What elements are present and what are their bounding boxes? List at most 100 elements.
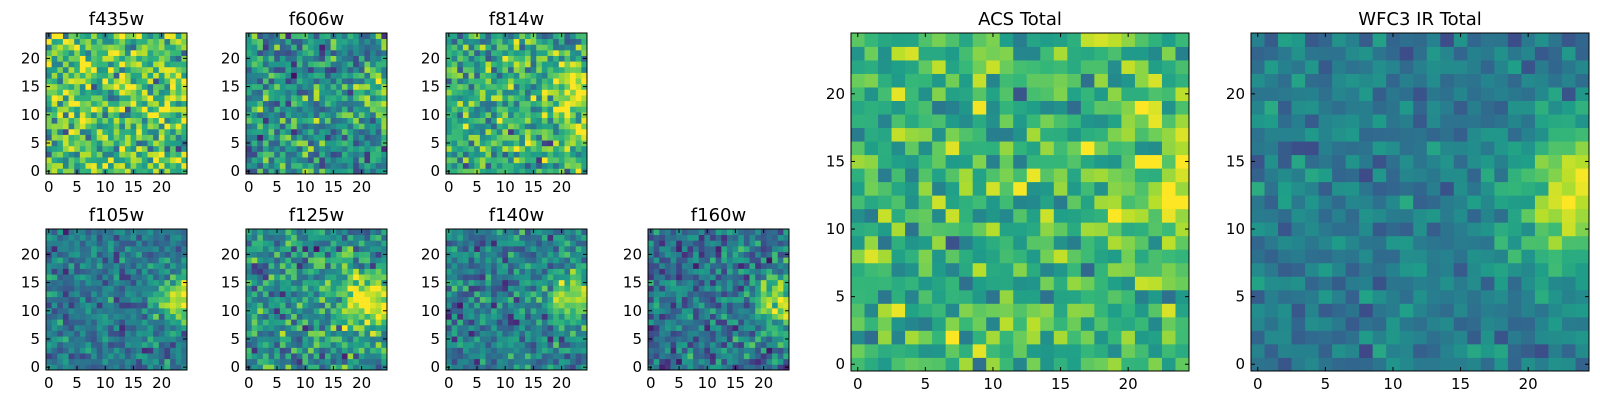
- heatmap-cell: [676, 341, 683, 348]
- heatmap-cell: [164, 38, 171, 45]
- heatmap-cell: [496, 168, 503, 175]
- heatmap-cell: [491, 134, 498, 141]
- heatmap-cell: [491, 313, 498, 320]
- heatmap-cell: [468, 336, 475, 343]
- heatmap-cell: [308, 330, 315, 337]
- heatmap-cell: [113, 117, 120, 124]
- heatmap-cell: [564, 83, 571, 90]
- heatmap-cell: [491, 274, 498, 281]
- heatmap-cell: [698, 353, 705, 360]
- heatmap-cell: [175, 347, 182, 354]
- heatmap-cell: [491, 307, 498, 314]
- heatmap-cell: [62, 336, 69, 343]
- heatmap-cell: [274, 145, 281, 152]
- heatmap-cell: [749, 319, 756, 326]
- heatmap-cell: [558, 313, 565, 320]
- heatmap-cell: [308, 157, 315, 164]
- heatmap-cell: [74, 279, 81, 286]
- heatmap-cell: [999, 249, 1014, 264]
- heatmap-cell: [324, 330, 331, 337]
- heatmap-cell: [1094, 276, 1109, 291]
- heatmap-cell: [136, 336, 143, 343]
- heatmap-cell: [564, 134, 571, 141]
- heatmap-cell: [547, 123, 554, 130]
- heatmap-cell: [268, 313, 275, 320]
- heatmap-cell: [119, 95, 126, 102]
- heatmap-cell: [51, 347, 58, 354]
- heatmap-cell: [653, 229, 660, 236]
- heatmap-cell: [570, 66, 577, 73]
- heatmap-cell: [353, 117, 360, 124]
- heatmap-cell: [547, 302, 554, 309]
- heatmap-cell: [375, 55, 382, 62]
- heatmap-cell: [302, 347, 309, 354]
- heatmap-cell: [891, 249, 906, 264]
- heatmap-cell: [524, 330, 531, 337]
- heatmap-cell: [519, 61, 526, 68]
- heatmap-cell: [474, 251, 481, 258]
- heatmap-cell: [1121, 249, 1136, 264]
- heatmap-cell: [370, 49, 377, 56]
- heatmap-cell: [158, 55, 165, 62]
- heatmap-cell: [164, 291, 171, 298]
- heatmap-cell: [474, 44, 481, 51]
- heatmap-cell: [541, 302, 548, 309]
- heatmap-cell: [485, 162, 492, 169]
- heatmap-cell: [570, 307, 577, 314]
- heatmap-cell: [479, 117, 486, 124]
- heatmap-cell: [878, 316, 892, 331]
- heatmap-cell: [147, 251, 154, 258]
- heatmap-cell: [570, 358, 577, 365]
- heatmap-cell: [851, 316, 865, 331]
- heatmap-cell: [536, 111, 543, 118]
- heatmap-cell: [519, 33, 526, 40]
- heatmap-cell: [364, 151, 371, 158]
- heatmap-cell: [468, 251, 475, 258]
- heatmap-cell: [113, 279, 120, 286]
- heatmap-cell: [547, 240, 554, 247]
- heatmap-cell: [147, 78, 154, 85]
- heatmap-cell: [85, 257, 92, 264]
- heatmap-cell: [324, 61, 331, 68]
- heatmap-cell: [364, 302, 371, 309]
- heatmap-cell: [364, 358, 371, 365]
- heatmap-cell: [262, 49, 269, 56]
- heatmap-cell: [291, 364, 298, 371]
- heatmap-cell: [479, 245, 486, 252]
- heatmap-cell: [783, 291, 790, 298]
- heatmap-cell: [878, 222, 892, 237]
- heatmap-cell: [547, 38, 554, 45]
- heatmap-cell: [553, 145, 560, 152]
- heatmap-cell: [864, 316, 879, 331]
- heatmap-cell: [158, 240, 165, 247]
- heatmap-cell: [648, 302, 655, 309]
- heatmap-cell: [738, 279, 745, 286]
- heatmap-cell: [547, 245, 554, 252]
- heatmap-cell: [296, 157, 303, 164]
- heatmap-cell: [46, 117, 53, 124]
- heatmap-cell: [524, 274, 531, 281]
- heatmap-cell: [1175, 357, 1190, 372]
- heatmap-cell: [364, 279, 371, 286]
- heatmap-cell: [1026, 276, 1041, 291]
- heatmap-cell: [710, 274, 717, 281]
- heatmap-cell: [519, 72, 526, 79]
- heatmap-cell: [296, 291, 303, 298]
- heatmap-cell: [313, 330, 320, 337]
- heatmap-cell: [1161, 330, 1176, 345]
- heatmap-cell: [268, 364, 275, 371]
- heatmap-cell: [581, 49, 588, 56]
- heatmap-cell: [113, 140, 120, 147]
- heatmap-cell: [130, 38, 137, 45]
- heatmap-cell: [496, 117, 503, 124]
- heatmap-cell: [381, 162, 388, 169]
- heatmap-cell: [462, 162, 469, 169]
- heatmap-cell: [715, 324, 722, 331]
- heatmap-cell: [130, 268, 137, 275]
- heatmap-cell: [153, 274, 160, 281]
- heatmap-cell: [113, 157, 120, 164]
- heatmap-cell: [1013, 276, 1028, 291]
- heatmap-cell: [536, 240, 543, 247]
- heatmap-cell: [79, 95, 86, 102]
